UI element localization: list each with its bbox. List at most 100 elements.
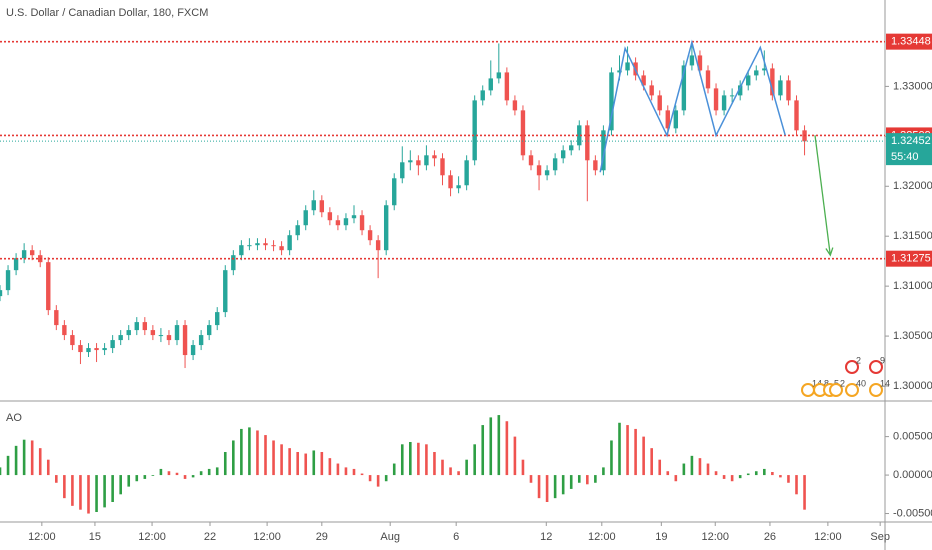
candle-body <box>665 110 670 129</box>
y-tick-label: -0.00500 <box>893 507 932 519</box>
candle-body <box>215 312 220 326</box>
ao-bar <box>111 475 114 502</box>
ao-bar <box>46 459 50 476</box>
x-tick-label: 12:00 <box>588 531 616 543</box>
candle-body <box>0 290 3 297</box>
y-tick-label: 0.00500 <box>893 431 932 443</box>
candle-body <box>464 160 469 186</box>
ao-bar <box>666 471 670 476</box>
candle-body <box>247 245 252 247</box>
candle-body <box>496 72 502 79</box>
ao-bar <box>288 448 291 476</box>
candle-body <box>681 65 687 111</box>
ao-bar <box>754 471 758 476</box>
candle-body <box>432 155 437 159</box>
candle-body <box>456 185 461 189</box>
candle-body <box>593 160 598 171</box>
ao-bar <box>6 455 10 476</box>
ao-bar <box>634 428 637 476</box>
candle-body <box>198 335 204 346</box>
candle-body <box>70 335 75 346</box>
candle-body <box>271 245 276 247</box>
y-tick-label: 1.33000 <box>893 80 932 92</box>
ao-bar <box>779 475 782 478</box>
candle-body <box>472 100 477 161</box>
ao-bar <box>87 475 90 514</box>
candle-body <box>174 325 180 341</box>
event-icon[interactable] <box>869 383 883 397</box>
y-tick-label: 1.31000 <box>893 280 932 292</box>
event-count: 40 <box>856 378 866 388</box>
chart-title: U.S. Dollar / Canadian Dollar, 180, FXCM <box>6 7 208 19</box>
candle-body <box>544 170 550 176</box>
candle-body <box>569 145 574 151</box>
candle-body <box>279 246 284 251</box>
candle-body <box>480 90 485 101</box>
x-tick-label: Aug <box>380 531 400 543</box>
candle-body <box>134 322 139 331</box>
ao-bar <box>529 475 533 483</box>
candle-body <box>657 95 662 111</box>
candle-body <box>311 200 316 211</box>
event-icon[interactable] <box>845 383 859 397</box>
ao-bar <box>465 459 468 476</box>
ao-bar <box>215 467 219 476</box>
ao-bar <box>272 440 275 476</box>
candle-body <box>737 85 743 96</box>
ao-bar <box>417 442 420 476</box>
arrow-head <box>825 247 834 257</box>
ao-bar <box>368 475 372 482</box>
candle-body <box>94 348 99 351</box>
candle-body <box>62 325 67 336</box>
candle-body <box>335 220 341 226</box>
candle-body <box>528 155 534 166</box>
candle-body <box>641 75 646 86</box>
event-icon[interactable] <box>869 360 883 374</box>
ao-bar <box>521 459 525 476</box>
y-tick-label: 1.32000 <box>893 180 932 192</box>
ao-bar <box>384 475 388 482</box>
candle-body <box>504 72 510 101</box>
candle-body <box>520 110 526 156</box>
candle-body <box>794 100 799 131</box>
event-count: 14 <box>812 378 822 388</box>
ao-bar <box>376 475 380 487</box>
event-count: 2 <box>856 355 861 365</box>
ao-bar <box>223 452 227 476</box>
ao-bar <box>771 472 774 476</box>
candle-body <box>110 340 115 349</box>
candle-body <box>617 70 622 73</box>
ao-bar <box>658 459 662 476</box>
ao-bar <box>497 415 501 476</box>
ao-bar <box>207 468 211 476</box>
candle-body <box>729 95 735 97</box>
candle-body <box>536 165 542 176</box>
ao-bar <box>30 440 34 476</box>
ao-bar <box>280 444 283 476</box>
candle-body <box>190 345 196 356</box>
candle-body <box>359 215 365 231</box>
candle-body <box>142 322 148 331</box>
ao-bar <box>505 421 509 476</box>
ao-bar <box>409 442 412 476</box>
ao-bar <box>795 475 798 495</box>
candle-body <box>5 270 11 291</box>
ao-bar <box>264 435 267 476</box>
candle-body <box>577 125 582 146</box>
candle-body <box>721 95 727 111</box>
event-icon[interactable] <box>829 383 843 397</box>
ao-bar <box>296 452 299 476</box>
event-count: 14 <box>880 378 890 388</box>
candle-body <box>303 210 308 226</box>
candle-body <box>223 270 228 313</box>
candle-body <box>601 130 606 171</box>
ao-bar <box>602 467 605 476</box>
ao-bar <box>738 475 742 479</box>
event-icon[interactable] <box>845 360 859 374</box>
candle-body <box>762 68 767 71</box>
ao-bar <box>610 440 613 476</box>
candle-body <box>689 55 695 66</box>
ao-bar <box>489 417 493 476</box>
candle-body <box>585 125 590 161</box>
ao-bar <box>763 468 766 476</box>
